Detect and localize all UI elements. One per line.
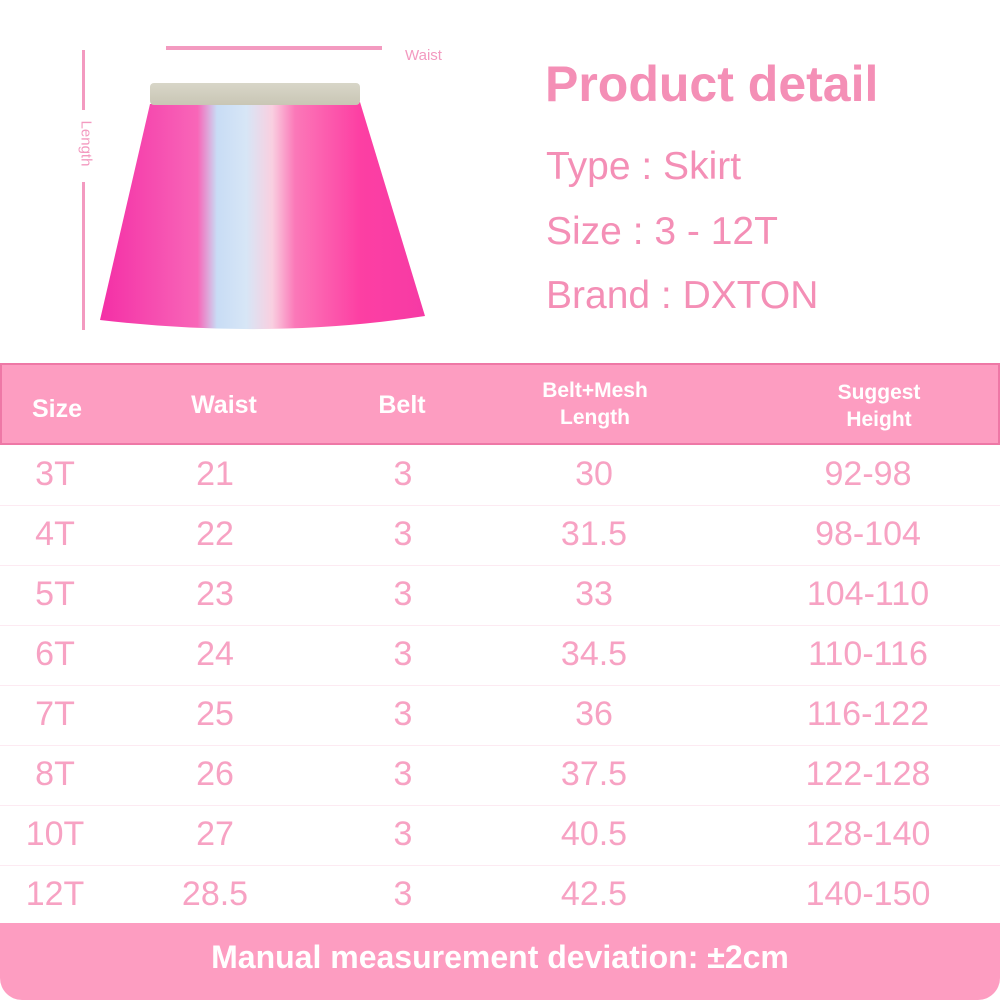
cell-size: 5T <box>35 575 75 613</box>
waist-label: Waist <box>405 47 442 64</box>
measurement-note: Manual measurement deviation: ±2cm <box>211 939 789 975</box>
cell-belt: 3 <box>393 815 413 853</box>
cell-belt: 3 <box>393 455 413 493</box>
cell-waist: 24 <box>196 635 234 673</box>
cell-height: 116-122 <box>806 695 930 733</box>
length-measure-line-top <box>82 50 85 110</box>
cell-length: 37.5 <box>560 755 628 793</box>
cell-waist: 22 <box>196 515 234 553</box>
cell-length: 30 <box>575 455 613 493</box>
header-belt-mesh-length: Belt+Mesh Length <box>542 379 648 429</box>
cell-waist: 27 <box>196 815 234 853</box>
cell-belt: 3 <box>393 755 413 793</box>
waist-measure-line <box>166 46 382 50</box>
skirt-tulle <box>100 102 425 330</box>
cell-waist: 25 <box>196 695 234 733</box>
header-waist: Waist <box>191 391 257 419</box>
cell-height: 110-116 <box>808 635 928 673</box>
cell-belt: 3 <box>393 875 413 913</box>
cell-size: 10T <box>25 815 85 853</box>
product-size: Size : 3 - 12T <box>546 210 778 253</box>
cell-height: 140-150 <box>805 875 931 913</box>
cell-length: 31.5 <box>560 515 628 553</box>
header-suggest-height: Suggest Height <box>837 381 921 431</box>
size-table-header: Size Waist Belt Belt+Mesh Length Suggest… <box>0 363 1000 445</box>
product-type: Type : Skirt <box>546 145 742 188</box>
table-row: 3T 21 3 30 92-98 <box>0 445 1000 506</box>
footer-banner: Manual measurement deviation: ±2cm <box>0 923 1000 1000</box>
product-detail-title: Product detail <box>545 56 879 112</box>
table-row: 12T 28.5 3 42.5 140-150 <box>0 865 1000 926</box>
cell-length: 36 <box>575 695 613 733</box>
cell-size: 4T <box>35 515 75 553</box>
header-size: Size <box>31 395 83 423</box>
cell-height: 92-98 <box>824 455 912 493</box>
length-measure-line-bottom <box>82 182 85 330</box>
cell-size: 7T <box>35 695 75 733</box>
cell-waist: 21 <box>196 455 234 493</box>
table-row: 4T 22 3 31.5 98-104 <box>0 505 1000 566</box>
table-row: 5T 23 3 33 104-110 <box>0 565 1000 626</box>
cell-length: 34.5 <box>560 635 628 673</box>
cell-height: 104-110 <box>806 575 930 613</box>
cell-height: 128-140 <box>805 815 931 853</box>
product-brand: Brand : DXTON <box>546 274 819 317</box>
cell-belt: 3 <box>393 515 413 553</box>
table-row: 6T 24 3 34.5 110-116 <box>0 625 1000 686</box>
cell-belt: 3 <box>393 635 413 673</box>
table-row: 8T 26 3 37.5 122-128 <box>0 745 1000 806</box>
table-row: 7T 25 3 36 116-122 <box>0 685 1000 746</box>
cell-belt: 3 <box>393 695 413 733</box>
skirt-waistband <box>150 83 360 105</box>
cell-size: 12T <box>25 875 85 913</box>
skirt-image <box>100 83 425 330</box>
cell-waist: 28.5 <box>181 875 249 913</box>
cell-belt: 3 <box>393 575 413 613</box>
cell-waist: 26 <box>196 755 234 793</box>
header-belt: Belt <box>378 391 426 419</box>
cell-length: 40.5 <box>560 815 628 853</box>
cell-size: 6T <box>35 635 75 673</box>
table-row: 10T 27 3 40.5 128-140 <box>0 805 1000 866</box>
cell-length: 33 <box>575 575 613 613</box>
cell-length: 42.5 <box>560 875 628 913</box>
cell-height: 122-128 <box>805 755 931 793</box>
cell-height: 98-104 <box>815 515 921 553</box>
cell-size: 8T <box>35 755 75 793</box>
cell-waist: 23 <box>196 575 234 613</box>
cell-size: 3T <box>35 455 75 493</box>
